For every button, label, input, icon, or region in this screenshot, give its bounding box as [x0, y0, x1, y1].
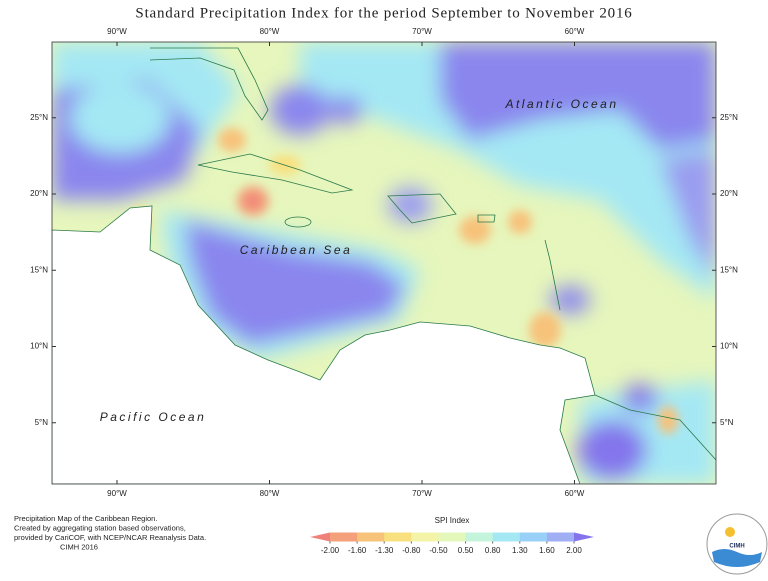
colorbar-label: 1.30	[512, 546, 528, 555]
ocean-label: Atlantic Ocean	[504, 97, 618, 111]
logo-text: CIMH	[729, 544, 744, 550]
footer-line: provided by CariCOF, with NCEP/NCAR Rean…	[14, 533, 206, 542]
colorbar-segment	[519, 532, 548, 542]
colorbar-segment	[492, 532, 521, 542]
colorbar-label: 0.50	[458, 546, 474, 555]
footer-line: CIMH 2016	[60, 542, 98, 551]
ocean-label: Pacific Ocean	[100, 410, 207, 424]
lat-tick-label: 20°N	[720, 189, 738, 198]
colorbar-segment	[438, 532, 467, 542]
colorbar-segment	[330, 532, 358, 542]
lat-tick-label: 5°N	[720, 418, 734, 427]
footer-line: Created by aggregating station based obs…	[14, 523, 186, 532]
colorbar-label: -1.30	[375, 546, 394, 555]
lon-tick-label: 60°W	[565, 27, 585, 36]
lat-tick-label: 5°N	[35, 418, 49, 427]
colorbar-label: 1.60	[539, 546, 555, 555]
footer: Precipitation Map of the Caribbean Regio…	[14, 514, 206, 552]
lon-tick-label: 90°W	[107, 489, 127, 498]
lat-tick-label: 10°N	[720, 342, 738, 351]
colorbar-segment	[465, 532, 494, 542]
spi-field	[52, 42, 716, 484]
map-title: Standard Precipitation Index for the per…	[135, 5, 632, 21]
colorbar-label: 0.80	[485, 546, 501, 555]
lon-tick-label: 60°W	[565, 489, 585, 498]
legend-title: SPI Index	[435, 516, 470, 525]
colorbar-label: -0.50	[429, 546, 448, 555]
ocean-label: Caribbean Sea	[240, 243, 353, 257]
lat-tick-label: 25°N	[720, 113, 738, 122]
colorbar-label: 2.00	[566, 546, 582, 555]
lon-tick-label: 70°W	[412, 489, 432, 498]
map-frame	[51, 41, 717, 485]
axis-ticks: 90°W 90°W 80°W 80°W 70°W 70°W 60°W 60°W 25°N 25°N…	[30, 27, 738, 498]
footer-line: Precipitation Map of the Caribbean Regio…	[14, 514, 157, 523]
colorbar-label: -0.80	[402, 546, 421, 555]
logo: CIMH	[706, 513, 768, 575]
colorbar-label: -2.00	[321, 546, 340, 555]
lat-tick-label: 25°N	[30, 113, 48, 122]
colorbar-segment	[384, 532, 412, 542]
lat-tick-label: 20°N	[30, 189, 48, 198]
lon-tick-label: 80°W	[260, 27, 280, 36]
lon-tick-label: 80°W	[260, 489, 280, 498]
colorbar-segment	[411, 532, 439, 542]
colorbar-segment	[546, 532, 575, 542]
colorbar: -2.00 -1.60 -1.30 -0.80 -0.50 0.50 0.80 1.30 1.6…	[310, 532, 594, 555]
lat-tick-label: 15°N	[30, 265, 48, 274]
lon-tick-label: 90°W	[107, 27, 127, 36]
colorbar-label: -1.60	[348, 546, 367, 555]
colorbar-end	[310, 532, 330, 542]
lat-tick-label: 10°N	[30, 342, 48, 351]
lat-tick-label: 15°N	[720, 265, 738, 274]
colorbar-end	[574, 532, 594, 542]
lon-tick-label: 70°W	[412, 27, 432, 36]
colorbar-segment	[357, 532, 385, 542]
